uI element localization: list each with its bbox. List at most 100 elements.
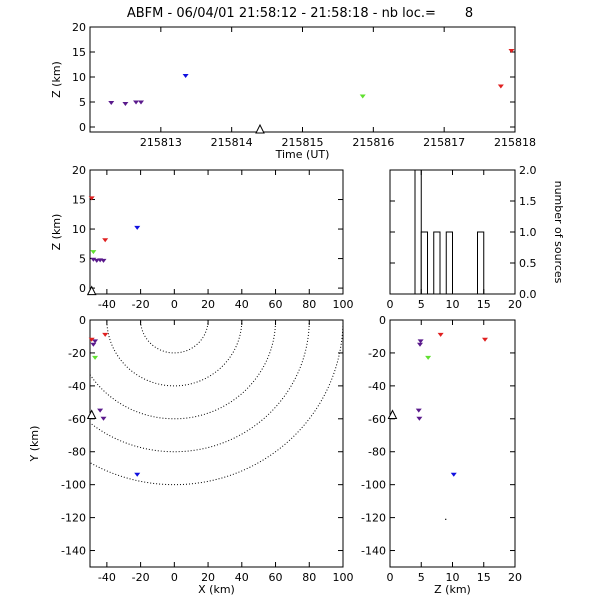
y-tick-label: -40 — [368, 380, 386, 393]
source-point — [122, 102, 129, 106]
source-point — [108, 101, 115, 105]
y-tick-label: 15 — [72, 46, 86, 59]
x-tick-label: 0 — [171, 298, 178, 311]
source-point — [437, 332, 444, 337]
source-point — [93, 258, 100, 263]
x-tick-label: -40 — [98, 298, 116, 311]
x-tick-label: 80 — [302, 298, 316, 311]
y-tick-label: -60 — [368, 413, 386, 426]
source-point — [417, 339, 424, 344]
y-tick-label: -20 — [368, 347, 386, 360]
source-point — [100, 416, 107, 421]
y-tick-label: -140 — [61, 545, 86, 558]
y-tick-label: -60 — [68, 413, 86, 426]
y-tick-label: -120 — [361, 512, 386, 525]
histogram-bar — [433, 231, 441, 295]
x-tick-label: 5 — [418, 571, 425, 584]
plan-view-frame — [89, 319, 344, 568]
x-tick-label: 215813 — [140, 136, 182, 149]
source-point — [359, 94, 366, 99]
source-point — [133, 100, 140, 105]
time-height-frame — [89, 26, 516, 133]
figure-panels: 215813 215814 215815 215816 215817 215818 0 5 10… — [28, 21, 565, 596]
y-tick-label: 1.5 — [519, 195, 537, 208]
y-tick-label: 0 — [79, 282, 86, 295]
y-tick-label: 0 — [79, 121, 86, 134]
x-tick-label: 100 — [333, 571, 354, 584]
height-y-frame — [389, 319, 516, 568]
title-count-label: nb loc.= — [382, 6, 436, 21]
x-tick-label: 215817 — [423, 136, 465, 149]
x-height-frame — [89, 169, 344, 295]
range-rings — [90, 320, 343, 486]
y-tick-label: 0 — [379, 314, 386, 327]
station-marker — [86, 409, 97, 420]
source-point — [416, 416, 423, 421]
x-tick-label: 0 — [387, 571, 394, 584]
x-tick-label: 20 — [508, 571, 522, 584]
y-tick-label: -140 — [361, 545, 386, 558]
y-tick-label: 15 — [72, 194, 86, 207]
range-ring — [90, 320, 277, 420]
source-point — [92, 339, 99, 344]
y-tick-label: -120 — [61, 512, 86, 525]
y-tick-label: -100 — [61, 479, 86, 492]
x-tick-label: 10 — [446, 298, 460, 311]
source-point — [425, 355, 432, 360]
source-point — [90, 257, 97, 262]
y-tick-label: 5 — [79, 253, 86, 266]
y-tick-label: 1.0 — [519, 226, 537, 239]
title-time-start: 21:58:12 — [239, 6, 297, 21]
x-height-panel: -40 -20 0 20 40 60 80 100 0 5 10 15 20 Z (km) — [50, 164, 354, 311]
x-axis-label: X (km) — [198, 583, 235, 596]
source-point — [90, 342, 97, 347]
x-tick-label: 15 — [477, 571, 491, 584]
source-point — [100, 258, 107, 263]
plan-view-panel: -40 -20 0 20 40 60 80 100 -140 -120 -100 -80 -60 -40 -… — [28, 314, 354, 596]
x-tick-label: 100 — [333, 298, 354, 311]
y-tick-label: 10 — [72, 71, 86, 84]
source-point — [415, 408, 422, 413]
source-point — [417, 342, 423, 347]
x-tick-label: 215818 — [494, 136, 536, 149]
y-tick-label: 2.0 — [519, 164, 537, 177]
x-tick-label: 215814 — [211, 136, 253, 149]
figure-title: ABFM - 06/04/01 21:58:12 - 21:58:18 - nb… — [127, 6, 473, 21]
x-tick-label: 40 — [235, 298, 249, 311]
title-count: 8 — [465, 6, 473, 21]
x-tick-label: 5 — [418, 298, 425, 311]
source-point — [92, 355, 99, 360]
y-axis-label: number of sources — [552, 181, 565, 284]
source-point — [134, 225, 141, 230]
source-point — [138, 100, 144, 105]
x-tick-label: 215815 — [282, 136, 324, 149]
x-tick-label: 40 — [235, 571, 249, 584]
x-tick-label: 0 — [387, 298, 394, 311]
source-point — [497, 84, 504, 89]
histogram-bar — [477, 231, 485, 295]
y-tick-label: -40 — [68, 380, 86, 393]
y-tick-label: 0.5 — [519, 257, 537, 270]
x-tick-label: 20 — [201, 571, 215, 584]
x-tick-label: 15 — [477, 298, 491, 311]
source-point — [450, 472, 457, 477]
x-tick-label: 20 — [201, 298, 215, 311]
x-tick-label: 10 — [446, 571, 460, 584]
y-tick-label: 10 — [72, 223, 86, 236]
station-marker — [387, 409, 398, 420]
histogram-bar — [414, 169, 422, 295]
histogram-bar — [420, 231, 428, 295]
source-point — [182, 74, 189, 78]
source-point — [134, 472, 141, 477]
y-tick-label: -80 — [68, 446, 86, 459]
y-tick-label: 0 — [79, 314, 86, 327]
source-point — [102, 332, 109, 337]
x-tick-label: -40 — [98, 571, 116, 584]
title-station: ABFM — [127, 6, 164, 21]
x-tick-label: 0 — [171, 571, 178, 584]
title-time-end: 21:58:18 — [310, 6, 368, 21]
y-tick-label: -100 — [361, 479, 386, 492]
y-tick-label: 5 — [79, 96, 86, 109]
range-ring — [90, 320, 343, 486]
